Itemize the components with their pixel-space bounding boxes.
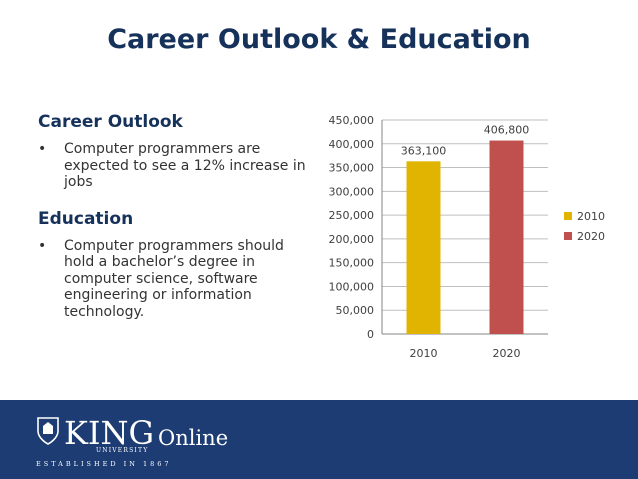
career-outlook-heading: Career Outlook	[38, 112, 183, 132]
bar	[406, 161, 441, 334]
legend-label: 2010	[577, 210, 605, 223]
slide-title: Career Outlook & Education	[107, 24, 531, 55]
logo-established-text: ESTABLISHED IN 1867	[36, 460, 172, 468]
data-label: 406,800	[484, 124, 530, 137]
y-tick-label: 250,000	[329, 209, 375, 222]
y-tick-label: 200,000	[329, 233, 375, 246]
bar	[489, 140, 524, 334]
text-column: Career Outlook Computer programmers are …	[38, 112, 313, 320]
legend-label: 2020	[577, 230, 605, 243]
education-bullet: Computer programmers should hold a bache…	[38, 238, 313, 321]
x-tick-label: 2010	[410, 347, 438, 360]
shield-icon	[37, 417, 59, 445]
x-tick-label: 2020	[493, 347, 521, 360]
logo-wordmark: KING	[64, 414, 155, 452]
footer-band	[0, 400, 638, 479]
y-tick-label: 350,000	[329, 162, 375, 175]
legend-swatch	[564, 232, 572, 240]
y-tick-label: 50,000	[336, 304, 375, 317]
y-tick-label: 400,000	[329, 138, 375, 151]
logo-online-text: Online	[158, 426, 229, 450]
y-tick-label: 300,000	[329, 185, 375, 198]
career-outlook-bullet: Computer programmers are expected to see…	[38, 141, 313, 191]
logo-university-text: UNIVERSITY	[96, 447, 149, 454]
legend-swatch	[564, 212, 572, 220]
y-tick-label: 450,000	[329, 114, 375, 127]
y-tick-label: 100,000	[329, 280, 375, 293]
y-tick-label: 150,000	[329, 257, 375, 270]
data-label: 363,100	[401, 144, 447, 157]
y-tick-label: 0	[367, 328, 374, 341]
bar-chart: 0 50,000 100,000 150,000 200,000 250,000 300,0…	[329, 114, 606, 360]
education-heading: Education	[38, 208, 134, 229]
king-university-logo: KING UNIVERSITY Online ESTABLISHED IN 18…	[36, 414, 256, 472]
